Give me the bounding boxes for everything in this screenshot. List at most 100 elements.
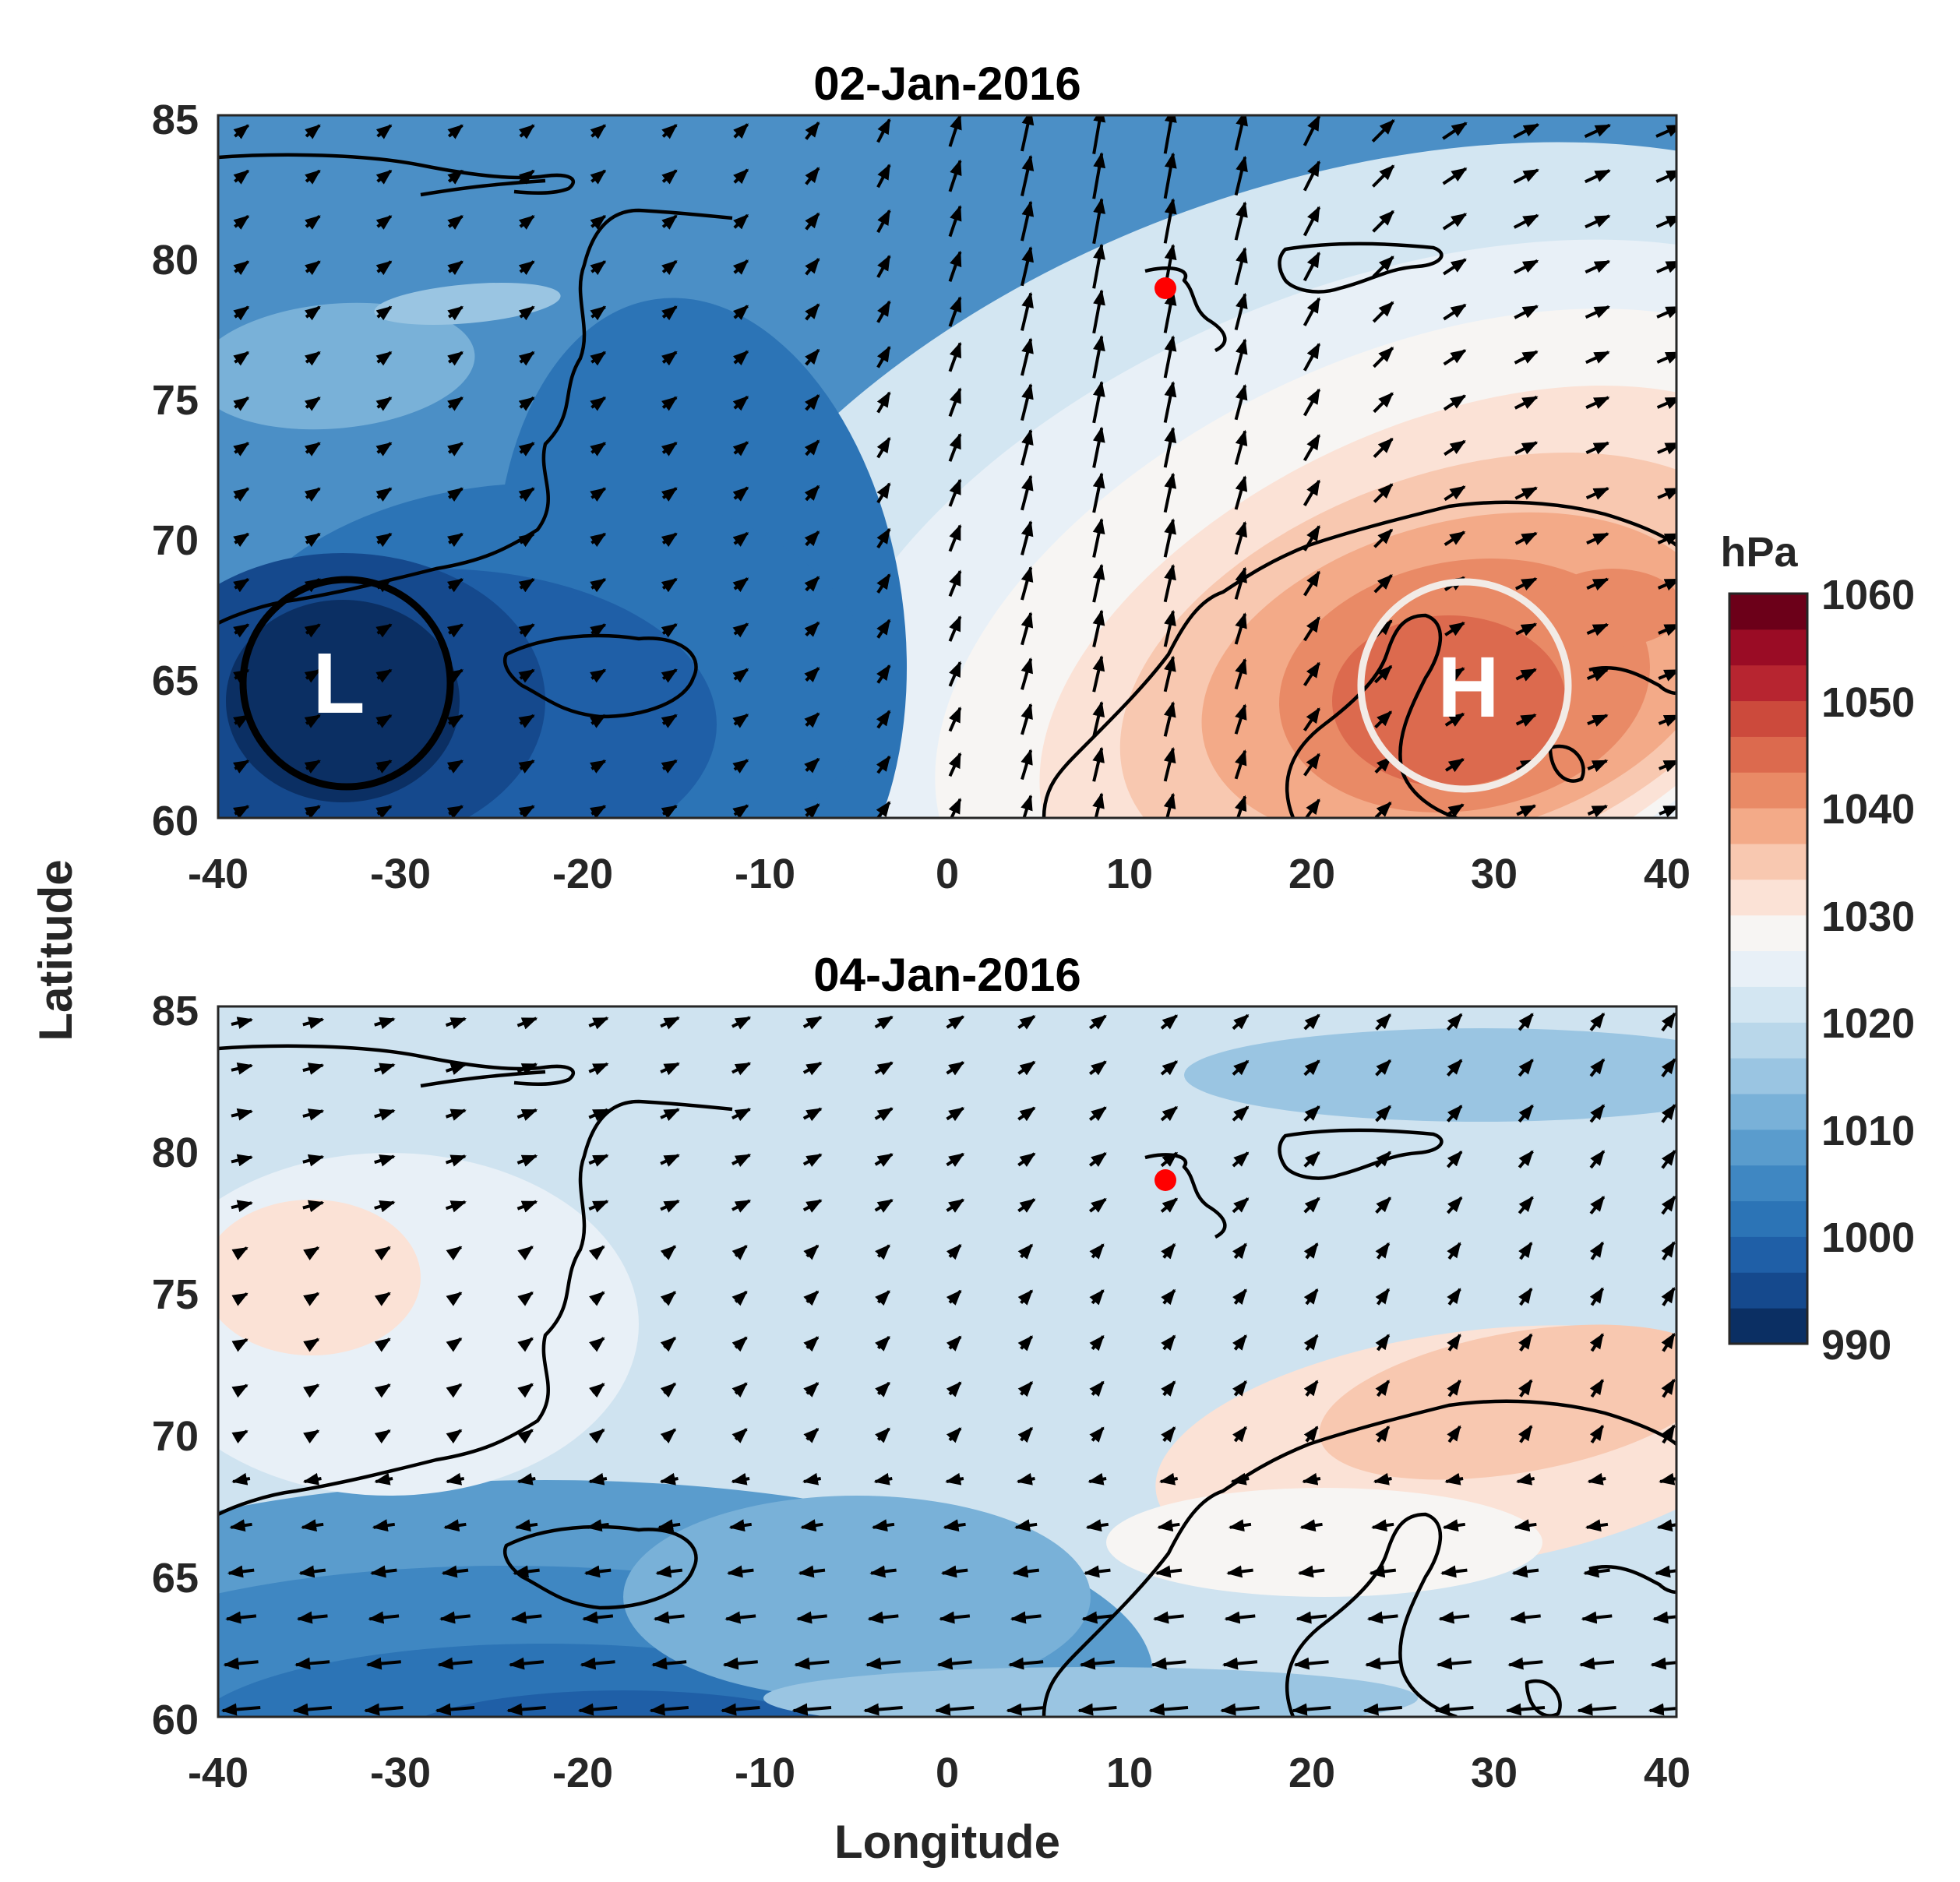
wind-vector xyxy=(1442,167,1468,185)
wind-vector xyxy=(446,1246,463,1260)
wind-vector xyxy=(517,1429,534,1444)
wind-vector xyxy=(514,1519,538,1532)
wind-vector xyxy=(948,296,962,327)
wind-vector xyxy=(1021,154,1035,197)
wind-vector xyxy=(1655,125,1676,138)
wind-vector xyxy=(1296,1611,1327,1624)
wind-vector xyxy=(518,714,535,728)
wind-vector xyxy=(659,1472,679,1486)
coast-finland-b xyxy=(1525,1565,1676,1717)
wind-vector xyxy=(1303,115,1321,146)
wind-vector xyxy=(1589,1287,1605,1306)
wind-vector xyxy=(305,260,321,276)
wind-vector xyxy=(305,169,321,185)
wind-vector xyxy=(233,124,250,139)
wind-vector xyxy=(802,1472,822,1486)
wind-vector xyxy=(1440,1565,1468,1578)
wind-vector xyxy=(661,577,678,593)
wind-vector xyxy=(795,1611,827,1624)
wind-vector xyxy=(588,1062,609,1076)
wind-vector xyxy=(804,576,820,592)
wind-vector xyxy=(303,1337,320,1352)
wind-vector xyxy=(589,805,607,818)
wind-vector xyxy=(657,1519,681,1532)
wind-vector xyxy=(1088,1197,1107,1213)
wind-vector xyxy=(1518,1196,1534,1214)
wind-vector xyxy=(1365,1657,1401,1670)
wind-vector xyxy=(1518,1287,1533,1306)
wind-vector xyxy=(724,1611,756,1624)
wind-vector xyxy=(439,1611,471,1624)
wind-vector xyxy=(1010,1611,1042,1624)
wind-vector xyxy=(1514,577,1538,591)
wind-vector xyxy=(518,169,535,185)
wind-vector xyxy=(1021,382,1034,421)
wind-vector xyxy=(1234,703,1247,735)
wind-vector xyxy=(1655,215,1676,228)
wind-vector xyxy=(875,1427,890,1443)
ytick-bot-70: 70 xyxy=(152,1413,199,1460)
colorbar-swatch xyxy=(1729,772,1807,809)
cb-tick-1030: 1030 xyxy=(1821,893,1915,940)
wind-vector xyxy=(661,759,678,774)
wind-vector xyxy=(731,1290,748,1306)
wind-vector xyxy=(1659,805,1676,818)
wind-vector xyxy=(304,759,321,774)
wind-vector xyxy=(1232,1059,1250,1076)
wind-vector xyxy=(1221,1657,1258,1670)
panel-top-xticks: -40 -30 -20 -10 0 10 20 30 40 xyxy=(188,851,1690,897)
wind-vector xyxy=(805,167,820,185)
wind-vector xyxy=(1297,1565,1325,1578)
wind-vector xyxy=(1014,1519,1038,1532)
wind-vector xyxy=(447,351,464,366)
wind-vector xyxy=(1509,1611,1541,1624)
wind-vector xyxy=(375,805,393,818)
wind-vector xyxy=(1375,1013,1392,1031)
wind-vector xyxy=(1444,439,1466,456)
wind-vector xyxy=(445,1154,467,1167)
wind-vector xyxy=(1373,483,1394,503)
wind-vector xyxy=(1161,1242,1176,1260)
wind-vector xyxy=(1092,746,1105,782)
wind-vector xyxy=(233,487,250,502)
wind-vector xyxy=(233,396,250,411)
wind-vector xyxy=(516,1108,538,1121)
colorbar-swatch xyxy=(1729,1058,1807,1094)
ytick-top-85: 85 xyxy=(152,97,199,143)
wind-vector xyxy=(588,1200,609,1213)
wind-vector xyxy=(518,532,535,548)
wind-vector xyxy=(1021,520,1034,556)
wind-vector xyxy=(1444,1472,1464,1486)
wind-vector xyxy=(590,214,607,230)
panel-bottom-title: 04-Jan-2016 xyxy=(813,949,1081,1001)
wind-vector xyxy=(298,1565,326,1578)
wind-vector xyxy=(1366,1611,1398,1624)
wind-vector xyxy=(231,1383,249,1398)
wind-vector xyxy=(1303,160,1321,192)
wind-vector xyxy=(586,1519,609,1532)
wind-vector xyxy=(375,214,393,230)
wind-vector xyxy=(1446,1013,1463,1031)
wind-vector xyxy=(1234,115,1248,151)
wind-vector xyxy=(1232,1288,1247,1305)
wind-vector xyxy=(805,121,820,140)
wind-vector xyxy=(1518,1150,1534,1168)
wind-vector xyxy=(731,1428,748,1443)
wind-vector xyxy=(1661,1058,1676,1077)
wind-vector xyxy=(233,623,250,638)
wind-vector xyxy=(876,482,891,504)
wind-vector xyxy=(1587,714,1609,727)
wind-vector xyxy=(231,1108,253,1121)
wind-vector xyxy=(372,1519,396,1532)
wind-vector xyxy=(1375,1425,1391,1443)
wind-vector xyxy=(516,1017,538,1030)
wind-vector xyxy=(876,300,891,323)
wind-vector xyxy=(875,1244,890,1260)
wind-vector xyxy=(304,623,321,638)
wind-vector xyxy=(939,1611,971,1624)
wind-vector xyxy=(1303,1197,1320,1214)
wind-vector xyxy=(518,487,535,502)
ytick-top-70: 70 xyxy=(152,517,199,564)
wind-vector xyxy=(1446,1151,1463,1168)
wind-vector xyxy=(1021,246,1034,287)
